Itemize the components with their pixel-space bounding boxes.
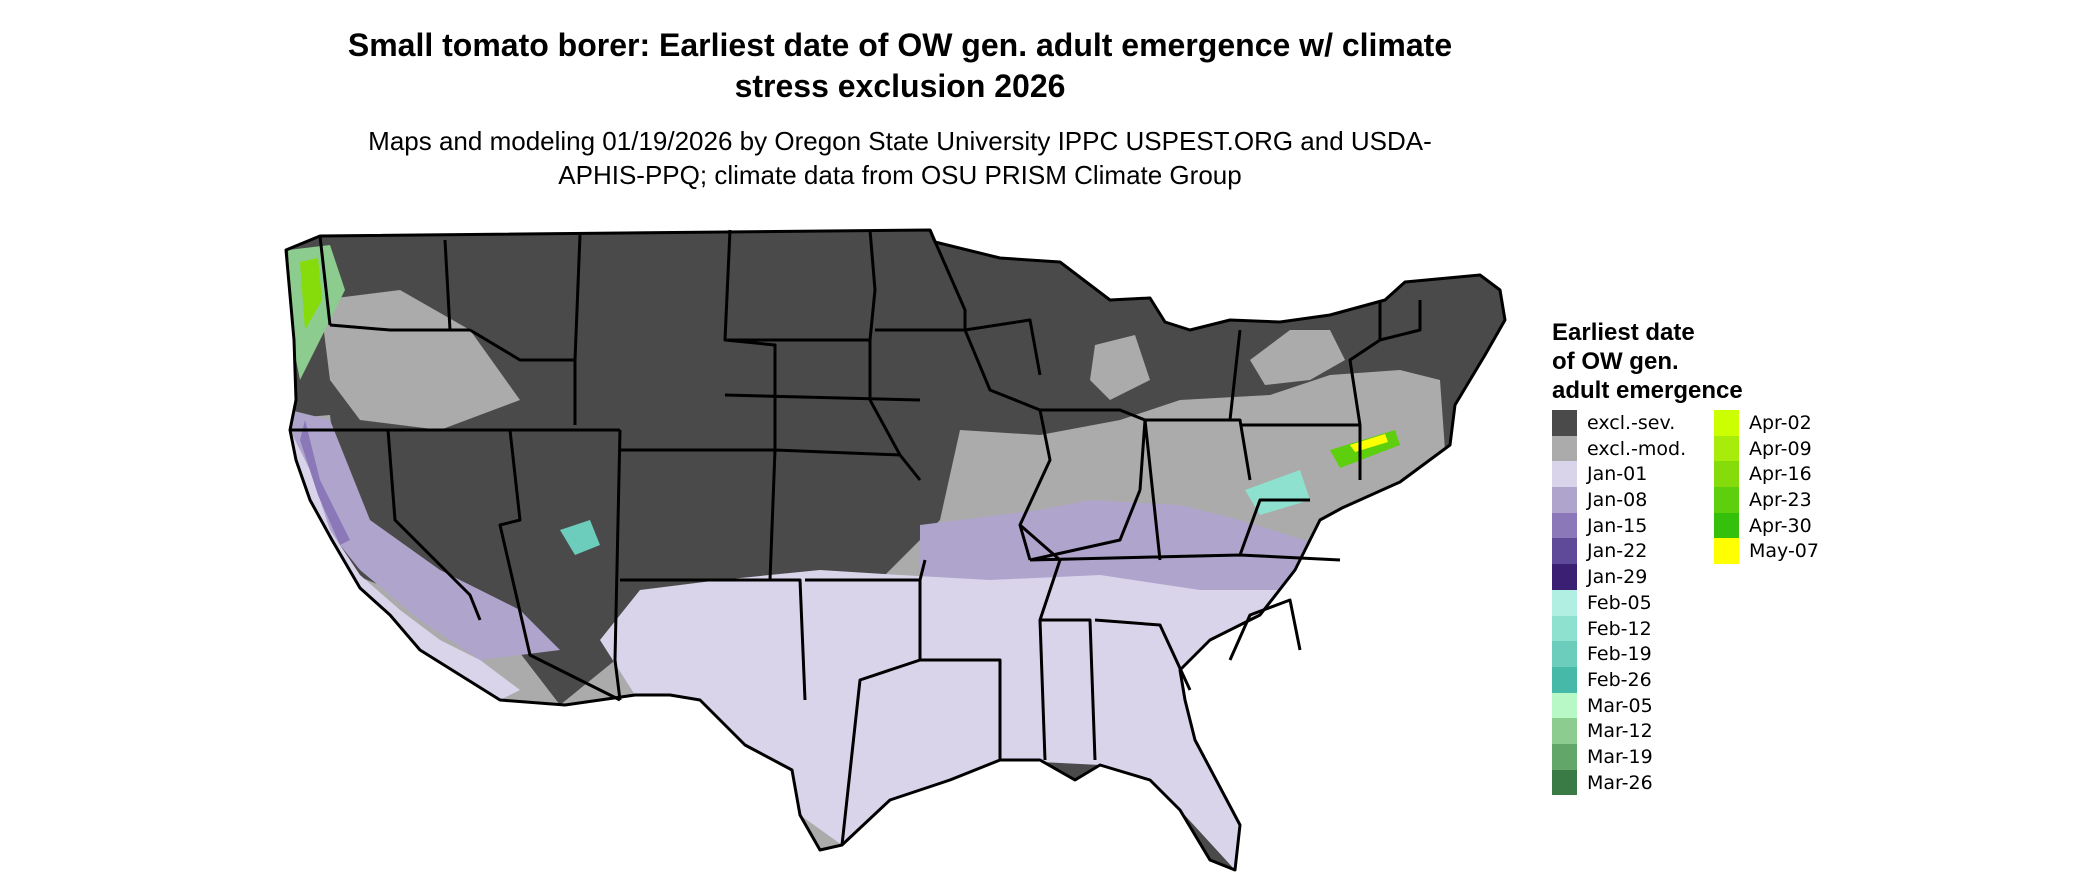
legend-swatch [1714,487,1739,513]
legend-label: Jan-29 [1587,566,1648,589]
legend-swatch [1552,487,1577,513]
legend-swatch [1552,435,1577,462]
legend-swatch [1714,461,1739,488]
legend-swatch [1552,743,1577,770]
moderate-exclusion-pnw [320,290,520,430]
legend-label: Apr-30 [1749,514,1812,537]
legend-label: Feb-12 [1587,617,1652,640]
map-subtitle: Maps and modeling 01/19/2026 by Oregon S… [368,126,1432,190]
state-borders [284,228,1507,872]
early-jan-south [600,570,1342,870]
legend-label: Jan-08 [1587,489,1648,512]
legend-label: Jan-01 [1587,463,1648,486]
legend-swatch [1552,564,1577,590]
legend-swatch [1714,410,1739,436]
legend-swatch [1552,461,1577,488]
legend-label: Apr-02 [1749,412,1812,434]
legend-swatch [1552,615,1577,642]
legend-swatch [1552,769,1577,796]
legend-swatch [1552,692,1577,719]
legend-label: Jan-22 [1587,540,1648,563]
legend-label: excl.-sev. [1587,412,1676,434]
jan-08-west [290,410,560,660]
legend-label: Apr-09 [1749,437,1812,460]
legend-swatch [1714,538,1739,565]
legend-swatch [1552,718,1577,744]
legend-swatch [1552,641,1577,667]
legend-label: excl.-mod. [1587,437,1687,460]
legend-label: May-07 [1749,540,1819,563]
legend-label: Feb-26 [1587,668,1652,691]
feb-midatlantic-patch [1245,470,1310,515]
legend-label: Apr-23 [1749,489,1812,512]
legend-title-line: of OW gen. [1552,348,1679,375]
legend-label: Mar-26 [1587,771,1653,794]
map-legend: Earliest date of OW gen. adult emergence… [1552,318,2052,808]
legend-swatch [1552,410,1577,436]
legend-label: Jan-15 [1587,514,1648,537]
legend-swatch [1552,512,1577,539]
legend-swatch [1714,435,1739,462]
map-fill [286,230,1505,870]
legend-title-line: adult emergence [1552,377,1743,404]
legend-label: Mar-19 [1587,745,1653,768]
state-lines [290,229,1422,846]
moderate-exclusion-michigan [1090,335,1150,400]
legend-label: Feb-19 [1587,643,1652,666]
legend-title-line: Earliest date [1552,319,1695,346]
apr-washington-coast [300,258,322,330]
moderate-exclusion-northeast [1250,330,1345,385]
legend-label: Mar-12 [1587,720,1653,743]
us-outline [284,228,1507,872]
legend-swatch [1714,512,1739,539]
us-emergence-map [284,228,1507,872]
legend-swatch [1552,538,1577,565]
feb-arizona-patch [560,520,600,555]
legend-title: Earliest date of OW gen. adult emergence [1552,318,1743,405]
legend-swatch [1552,589,1577,616]
jan-15-strip [300,420,350,545]
map-title: Small tomato borer: Earliest date of OW … [347,27,1453,104]
early-jan-west-coast [290,430,520,700]
legend-swatch [1552,666,1577,693]
legend-label: Mar-05 [1587,694,1653,717]
legend-label: Feb-05 [1587,591,1652,614]
legend-label: Apr-16 [1749,463,1812,486]
